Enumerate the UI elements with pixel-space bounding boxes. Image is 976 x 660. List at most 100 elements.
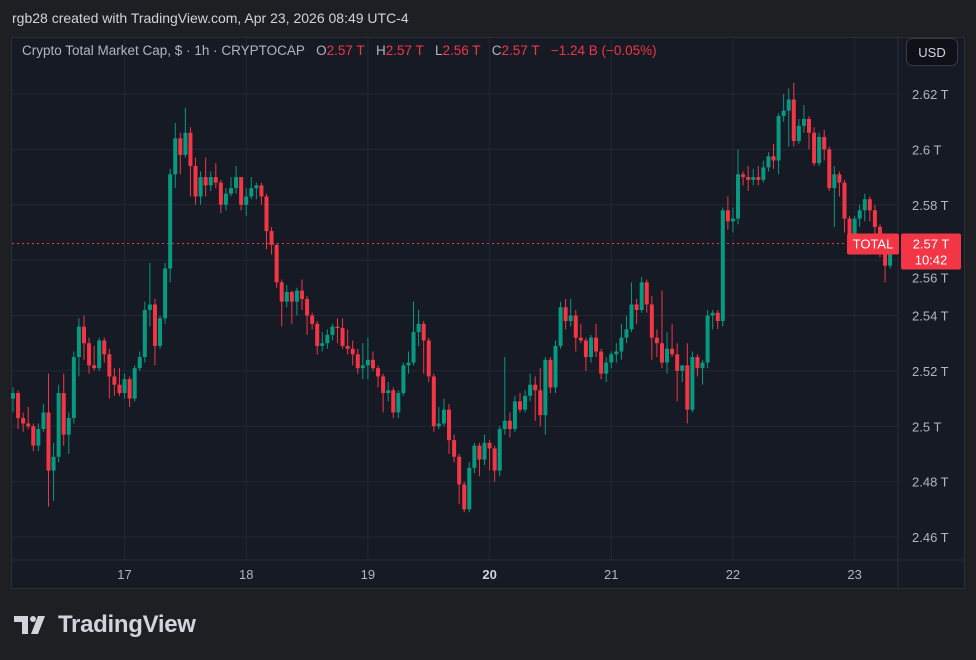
legend-symbol: Crypto Total Market Cap, $ · 1h · CRYPTO…	[22, 43, 305, 58]
logo-text: TradingView	[58, 611, 196, 638]
candle	[786, 88, 791, 147]
candle	[751, 168, 756, 186]
candle-body	[523, 395, 528, 410]
y-tick-label: 2.6 T	[912, 142, 941, 157]
candle	[553, 340, 558, 394]
candle-body	[132, 368, 137, 399]
candle-body	[487, 442, 492, 449]
candle-body	[680, 365, 685, 371]
candle-body	[725, 210, 730, 222]
candle	[573, 309, 578, 352]
candle	[386, 381, 391, 402]
candle	[578, 323, 583, 344]
candle-body	[599, 351, 604, 374]
chart-pane[interactable]	[11, 37, 965, 589]
candle	[700, 359, 705, 385]
candle	[66, 412, 71, 454]
candle-body	[462, 484, 467, 510]
candle-body	[355, 354, 360, 369]
candle	[345, 329, 350, 355]
candle-body	[163, 268, 168, 319]
candle-body	[274, 244, 279, 283]
candle	[274, 243, 279, 288]
candle	[127, 376, 132, 407]
candle-body	[259, 185, 264, 197]
candle	[776, 113, 781, 175]
candle-body	[223, 193, 228, 205]
candle-body	[112, 376, 117, 385]
candle	[81, 315, 86, 360]
candle-body	[594, 337, 599, 352]
candle	[239, 177, 244, 211]
candle-body	[670, 348, 675, 355]
candle	[142, 301, 147, 363]
candle	[583, 337, 588, 371]
candle-body	[51, 456, 56, 471]
candle	[249, 177, 254, 200]
x-tick-label: 19	[361, 567, 375, 582]
candle-body	[117, 384, 122, 394]
candle	[254, 182, 259, 200]
symbol-tag-text: TOTAL	[853, 237, 894, 252]
candle-body	[198, 177, 203, 197]
candle	[223, 188, 228, 211]
candle	[168, 168, 173, 283]
candle-body	[254, 185, 259, 189]
candle-body	[452, 440, 457, 457]
candle-body	[862, 199, 867, 211]
last-price-label: 2.57 T	[913, 237, 950, 252]
candle-body	[665, 348, 670, 363]
y-tick-label: 2.46 T	[912, 530, 949, 545]
tradingview-logo[interactable]: TradingView	[14, 611, 196, 639]
candle	[467, 462, 472, 513]
candle-body	[299, 290, 304, 299]
candle	[360, 343, 365, 380]
candle	[472, 442, 477, 474]
candle-body	[11, 393, 15, 399]
candle-body	[421, 323, 426, 341]
candle	[56, 384, 61, 463]
candle	[406, 351, 411, 374]
chart-credit: rgb28 created with TradingView.com, Apr …	[12, 10, 409, 26]
candle	[837, 171, 842, 197]
candle-body	[127, 379, 132, 399]
candle-body	[791, 99, 796, 142]
y-tick-label: 2.62 T	[912, 87, 949, 102]
candle-body	[178, 138, 183, 155]
candle	[365, 337, 370, 380]
candle-body	[746, 177, 751, 180]
candle	[183, 107, 188, 158]
candle	[604, 357, 609, 382]
candle	[198, 171, 203, 205]
y-tick-label: 2.5 T	[912, 419, 941, 434]
candle-body	[705, 315, 710, 363]
candle	[208, 171, 213, 191]
candle	[269, 226, 274, 255]
candle	[817, 132, 822, 166]
candle	[563, 298, 568, 330]
candle	[61, 373, 66, 446]
candle	[538, 368, 543, 427]
candle	[558, 301, 563, 349]
candle	[381, 373, 386, 413]
candle	[609, 351, 614, 369]
candle-body	[806, 118, 811, 133]
candle-body	[837, 174, 842, 183]
candle-body	[284, 291, 289, 302]
candle-body	[376, 368, 381, 377]
candle	[644, 279, 649, 313]
candle-body	[426, 340, 431, 377]
candle	[624, 315, 629, 344]
candle	[396, 390, 401, 418]
currency-button[interactable]: USD	[906, 38, 958, 66]
candle-body	[87, 343, 92, 366]
candle	[71, 351, 76, 424]
candle-body	[249, 188, 254, 197]
candle-body	[482, 442, 487, 460]
candle	[710, 309, 715, 330]
candle	[781, 94, 786, 122]
price-tag-bg	[901, 233, 961, 270]
candle-body	[325, 334, 330, 344]
candle	[11, 387, 15, 413]
